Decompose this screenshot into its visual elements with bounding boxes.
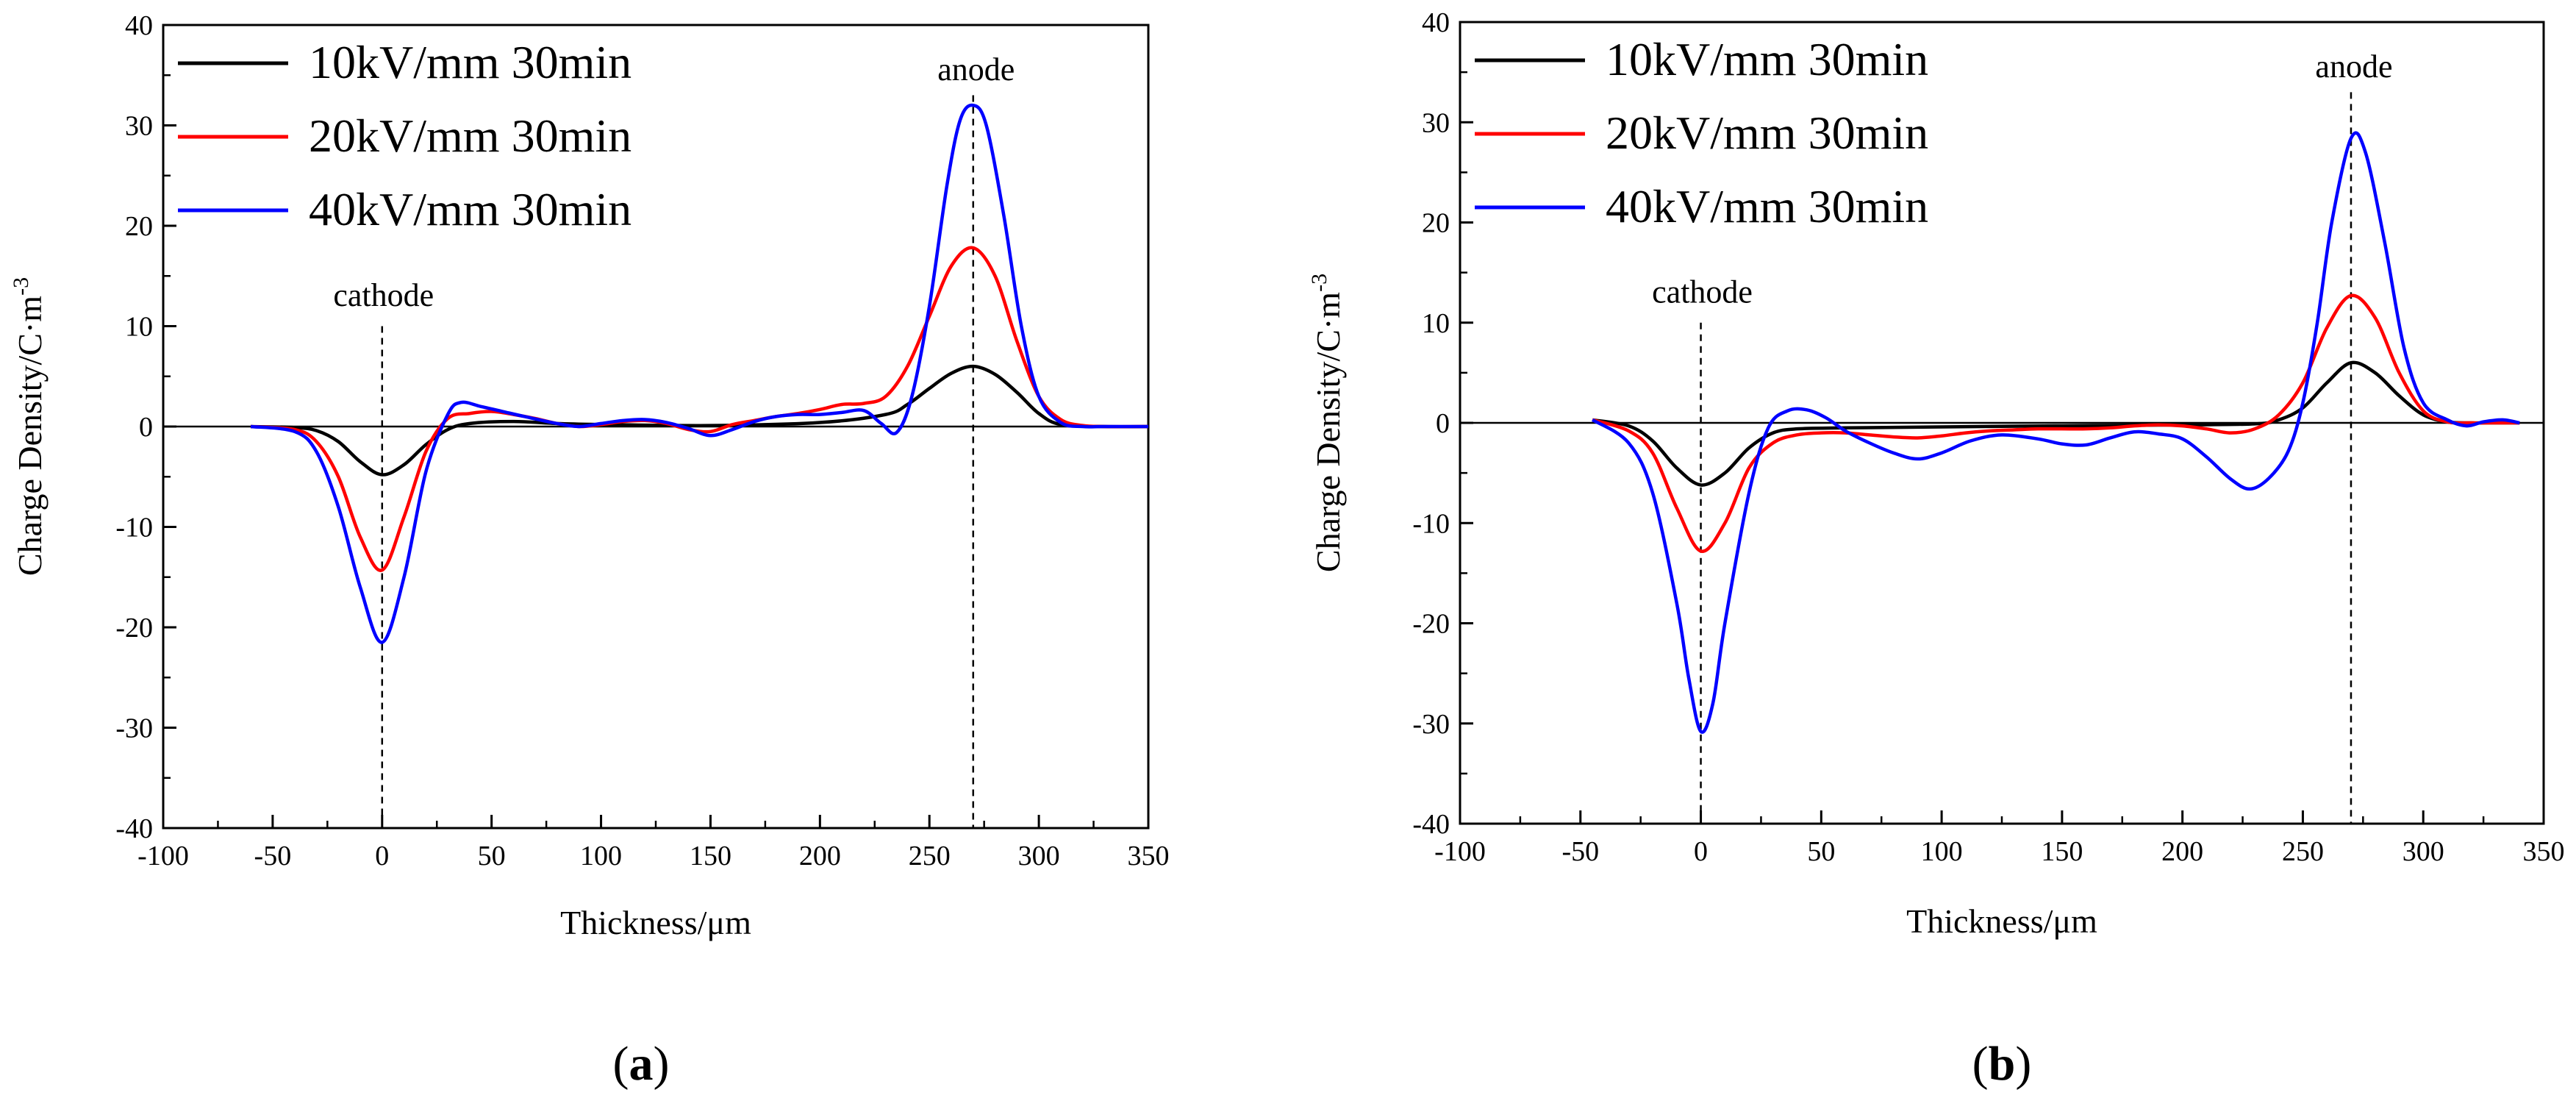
legend-label-1: 10kV/mm 30min xyxy=(1606,33,1928,85)
panel-b: -100 -50 0 50 100 150 200 250 300 350-40-30-20-10… xyxy=(1307,7,2565,1091)
x-tick-label: 0 xyxy=(375,841,389,871)
y-axis-title: Charge Density/C·m-3 xyxy=(1307,274,1347,572)
panel-label-open-paren: ( xyxy=(613,1037,629,1091)
y-axis-title-superscript: -3 xyxy=(9,277,33,296)
legend-label-1: 10kV/mm 30min xyxy=(309,36,632,88)
x-axis-title: Thickness/μm xyxy=(560,904,751,941)
y-axis-title-text: Charge Density/C·m xyxy=(11,296,49,576)
x-tick-label: 150 xyxy=(2041,836,2083,867)
series-line-3 xyxy=(250,103,1148,644)
x-tick-label: 100 xyxy=(580,841,622,871)
y-tick-label: 30 xyxy=(1422,107,1450,138)
x-tick-label: 350 xyxy=(2523,836,2565,867)
x-tick-label: 50 xyxy=(1807,836,1835,867)
y-tick-label: -30 xyxy=(1412,709,1450,740)
y-tick-label: -10 xyxy=(1412,508,1450,539)
x-tick-label: 100 xyxy=(1921,836,1963,867)
annotation-cathode: cathode xyxy=(1652,274,1753,310)
y-tick-label: -40 xyxy=(1412,809,1450,840)
y-tick-label: -20 xyxy=(115,613,153,643)
series-line-3 xyxy=(1591,131,2520,734)
x-tick-label: 50 xyxy=(478,841,506,871)
annotation-anode: anode xyxy=(2315,49,2392,85)
x-axis-title: Thickness/μm xyxy=(1906,902,2097,940)
panel-label-close-paren: ) xyxy=(654,1037,670,1091)
legend-label-2: 20kV/mm 30min xyxy=(1606,107,1928,159)
panel-label-letter: a xyxy=(629,1037,654,1091)
y-tick-label: 30 xyxy=(125,111,153,142)
y-tick-label: 10 xyxy=(1422,308,1450,339)
x-tick-label: -50 xyxy=(254,841,292,871)
y-tick-label: 40 xyxy=(125,10,153,41)
legend-label-2: 20kV/mm 30min xyxy=(309,110,632,162)
x-tick-label: 350 xyxy=(1128,841,1170,871)
y-tick-label: -20 xyxy=(1412,609,1450,640)
legend-label-3: 40kV/mm 30min xyxy=(1606,180,1928,232)
legend-label-3: 40kV/mm 30min xyxy=(309,183,632,235)
x-tick-label: 200 xyxy=(799,841,841,871)
x-tick-label: 300 xyxy=(1018,841,1060,871)
x-tick-label: 150 xyxy=(690,841,731,871)
annotation-anode: anode xyxy=(937,51,1015,88)
panel-a: -100 -50 0 50 100 150 200 250 300 350-40-30-20-10… xyxy=(9,10,1170,1091)
y-axis-title: Charge Density/C·m-3 xyxy=(9,277,49,576)
panel-label-open-paren: ( xyxy=(1972,1037,1989,1091)
y-axis-title-text: Charge Density/C·m xyxy=(1309,292,1347,572)
y-tick-label: -10 xyxy=(115,513,153,543)
panel-label: (a) xyxy=(613,1037,670,1091)
x-tick-label: -50 xyxy=(1561,836,1599,867)
panel-label-letter: b xyxy=(1989,1037,2016,1091)
y-tick-label: 20 xyxy=(125,211,153,242)
x-tick-label: 200 xyxy=(2161,836,2203,867)
x-tick-label: 300 xyxy=(2403,836,2444,867)
y-tick-label: 20 xyxy=(1422,208,1450,239)
y-tick-label: -30 xyxy=(115,713,153,744)
y-tick-label: -40 xyxy=(115,813,153,844)
panel-label-close-paren: ) xyxy=(2015,1037,2031,1091)
x-tick-label: -100 xyxy=(1434,836,1486,867)
panel-label: (b) xyxy=(1972,1037,2032,1091)
y-axis-title-superscript: -3 xyxy=(1307,274,1331,292)
x-tick-label: 250 xyxy=(909,841,951,871)
y-tick-label: 40 xyxy=(1422,7,1450,38)
y-tick-label: 10 xyxy=(125,312,153,343)
x-tick-label: -100 xyxy=(137,841,189,871)
y-tick-label: 0 xyxy=(1436,408,1450,439)
x-tick-label: 0 xyxy=(1694,836,1708,867)
series-line-2 xyxy=(1592,293,2520,553)
annotation-cathode: cathode xyxy=(333,277,434,313)
series-line-1 xyxy=(251,364,1148,477)
x-tick-label: 250 xyxy=(2282,836,2324,867)
y-tick-label: 0 xyxy=(139,412,153,443)
